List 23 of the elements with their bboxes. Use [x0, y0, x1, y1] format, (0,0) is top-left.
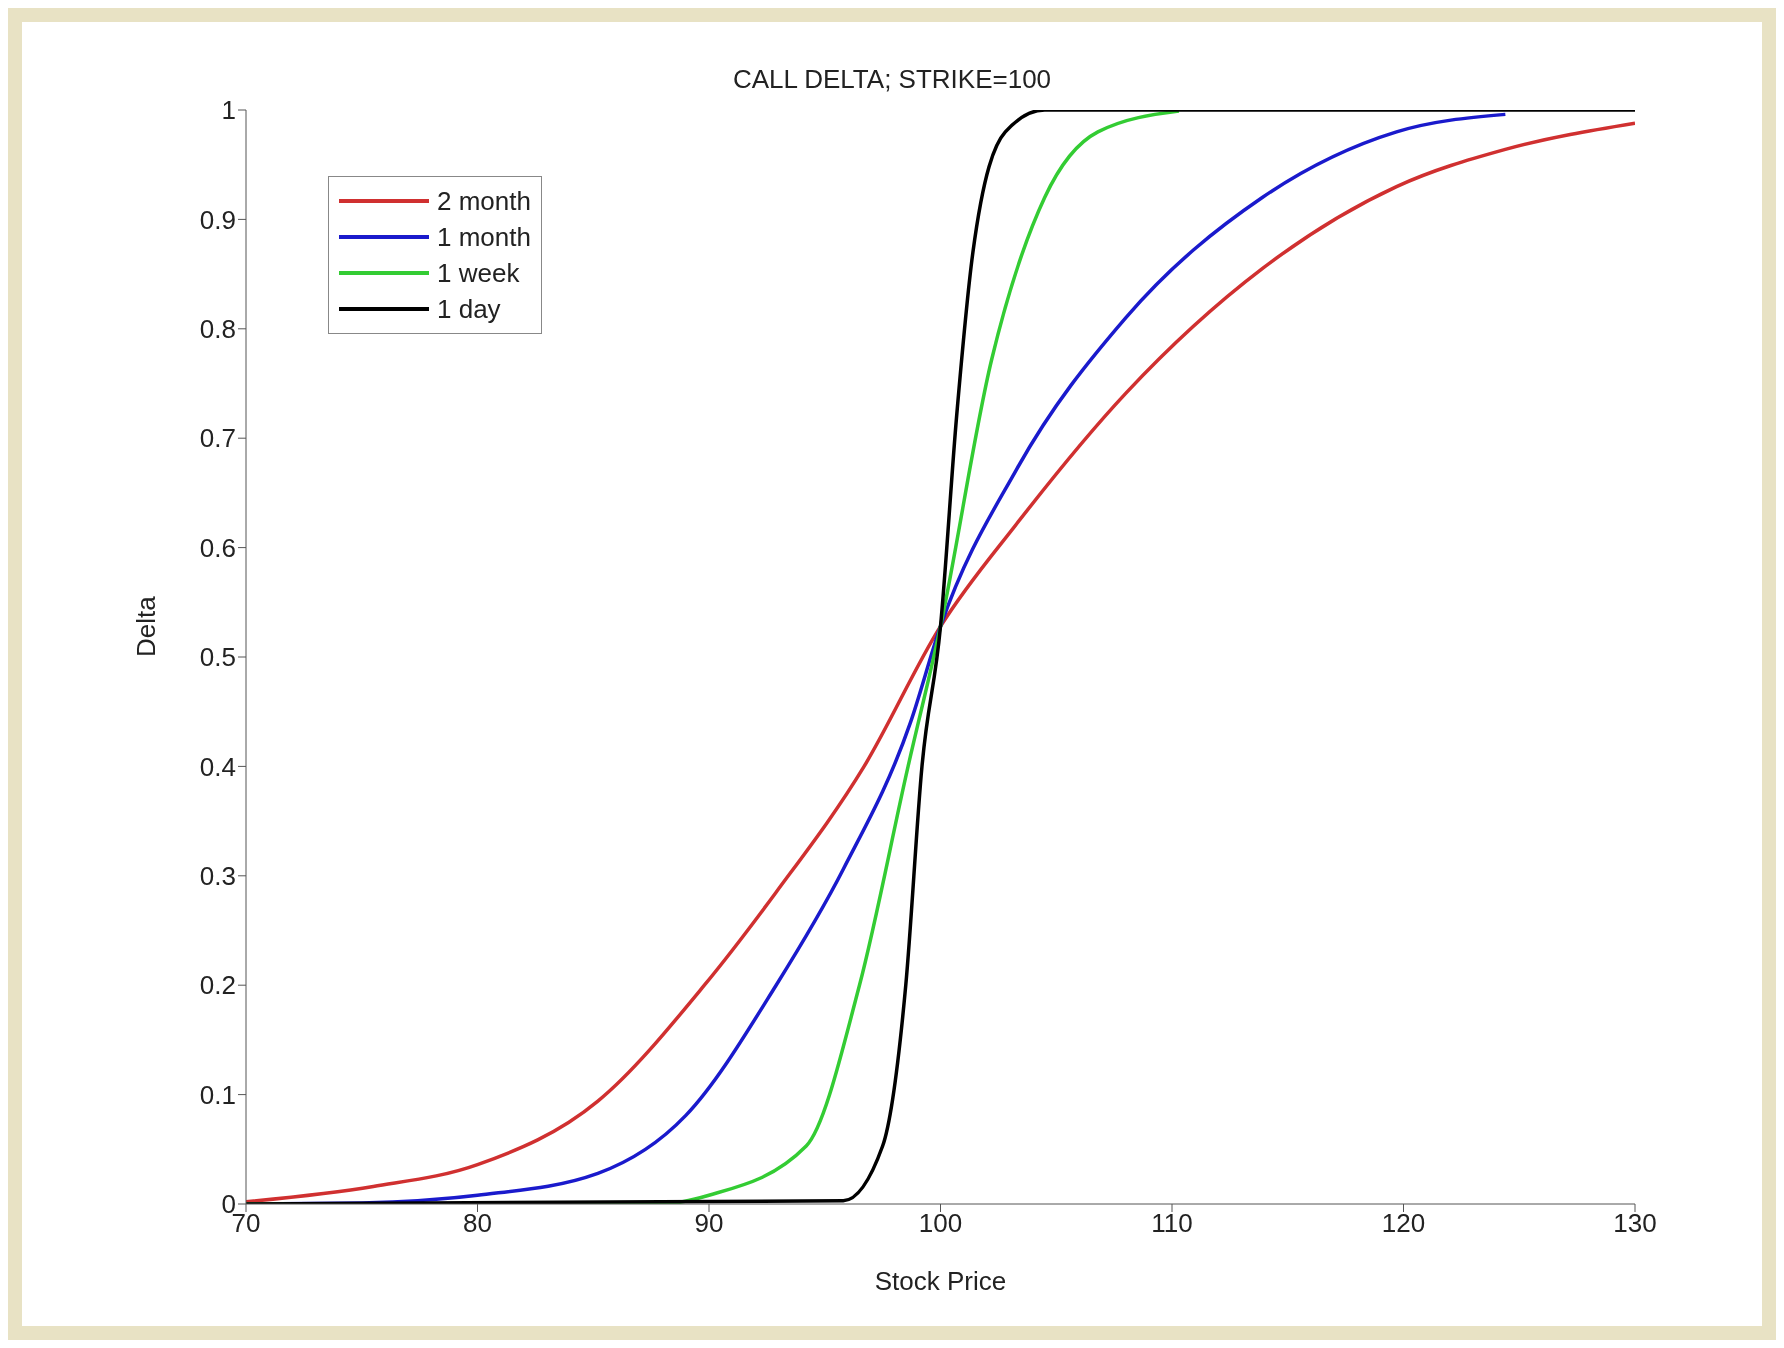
y-tick-label: 0.3	[199, 861, 236, 892]
legend-label: 2 month	[437, 185, 531, 217]
y-tick-label: 1	[221, 95, 236, 126]
y-tick-label: 0.2	[199, 970, 236, 1001]
x-tick-label: 110	[1151, 1208, 1193, 1239]
x-tick-label: 120	[1381, 1208, 1426, 1239]
y-tick-label: 0.1	[199, 1079, 236, 1110]
y-tick-label: 0.5	[199, 642, 236, 673]
y-tick-label: 0.8	[199, 314, 236, 345]
y-tick-label: 0.7	[199, 423, 236, 454]
y-tick-label: 0.6	[199, 532, 236, 563]
x-axis-title: Stock Price	[874, 1266, 1007, 1296]
x-tick-label: 130	[1613, 1208, 1657, 1239]
y-tick-label: 0.4	[199, 751, 236, 782]
y-tick-label: 0.9	[199, 204, 236, 235]
x-tick-label: 80	[463, 1208, 492, 1239]
legend-label: 1 week	[437, 257, 520, 289]
legend-label: 1 month	[437, 221, 531, 253]
chart-title: CALL DELTA; STRIKE=100	[731, 64, 1053, 95]
x-tick-label: 90	[694, 1208, 724, 1239]
y-axis-title: Delta	[131, 595, 162, 657]
x-tick-label: 100	[918, 1208, 963, 1239]
legend-label: 1 day	[437, 293, 501, 325]
